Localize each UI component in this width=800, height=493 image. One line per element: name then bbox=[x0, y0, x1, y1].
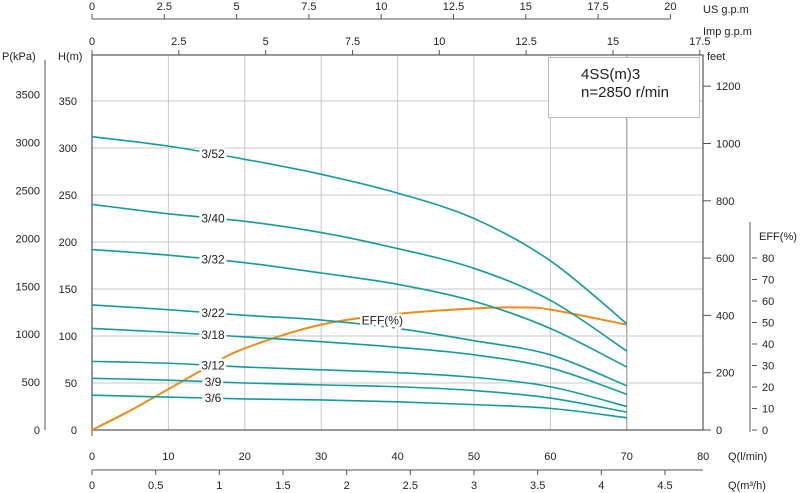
m3h-tick-label: 0 bbox=[89, 480, 95, 492]
m3h-tick-label: 0.5 bbox=[148, 480, 163, 492]
q-tick-label: 0 bbox=[89, 451, 95, 463]
m3h-tick-label: 2.5 bbox=[403, 480, 418, 492]
imp-gpm-tick-label: 0 bbox=[89, 36, 95, 48]
eff-tick-label: 20 bbox=[762, 382, 774, 394]
q-tick-label: 30 bbox=[315, 451, 327, 463]
curve-label-3-40: 3/40 bbox=[201, 211, 225, 225]
feet-axis-label: feet bbox=[707, 51, 725, 63]
h-tick-label: 200 bbox=[59, 237, 77, 249]
feet-tick-label: 1000 bbox=[716, 138, 740, 150]
head-curve-3-6 bbox=[91, 394, 627, 419]
p-tick-label: 0 bbox=[34, 425, 40, 437]
p-tick-label: 2000 bbox=[16, 233, 40, 245]
m3h-tick-label: 3 bbox=[471, 480, 477, 492]
eff-tick-label: 30 bbox=[762, 361, 774, 373]
feet-tick-label: 400 bbox=[716, 310, 734, 322]
q-tick-label: 20 bbox=[239, 451, 251, 463]
m3h-tick-label: 3.5 bbox=[530, 480, 545, 492]
head-curve-3-52 bbox=[91, 135, 628, 325]
m3h-tick-label: 1.5 bbox=[275, 480, 290, 492]
h-tick-label: 150 bbox=[59, 284, 77, 296]
head-curve-3-32 bbox=[91, 248, 628, 368]
head-curve-3-40 bbox=[91, 203, 628, 352]
h-axis-label: H(m) bbox=[58, 51, 82, 63]
feet-tick-label: 600 bbox=[716, 253, 734, 265]
model-title: 4SS(m)3 bbox=[581, 66, 641, 83]
us-gpm-tick-label: 12.5 bbox=[443, 1, 464, 13]
feet-tick-label: 1200 bbox=[716, 81, 740, 93]
p-tick-label: 1000 bbox=[16, 329, 40, 341]
head-curve-3-18 bbox=[91, 327, 628, 396]
us-gpm-tick-label: 5 bbox=[234, 1, 240, 13]
q-tick-label: 10 bbox=[162, 451, 174, 463]
curve-label-3-9: 3/9 bbox=[205, 375, 222, 389]
us-gpm-tick-label: 15 bbox=[520, 1, 532, 13]
eff-curve bbox=[91, 306, 627, 431]
curve-label-3-22: 3/22 bbox=[201, 306, 225, 320]
eff-tick-label: 70 bbox=[762, 275, 774, 287]
curve-label-3-6: 3/6 bbox=[205, 391, 222, 405]
h-tick-label: 0 bbox=[71, 425, 77, 437]
p-tick-label: 2500 bbox=[16, 185, 40, 197]
q-tick-label: 70 bbox=[621, 451, 633, 463]
q-axis-label: Q(l/min) bbox=[728, 451, 767, 463]
curve-label-3-18: 3/18 bbox=[201, 328, 225, 342]
imp-gpm-tick-label: 15 bbox=[607, 36, 619, 48]
us-gpm-tick-label: 7.5 bbox=[301, 1, 316, 13]
eff-axis-label: EFF(%) bbox=[759, 231, 797, 243]
q-tick-label: 60 bbox=[544, 451, 556, 463]
h-tick-label: 300 bbox=[59, 143, 77, 155]
h-tick-label: 50 bbox=[65, 378, 77, 390]
imp-gpm-tick-label: 12.5 bbox=[515, 36, 536, 48]
head-curve-3-9 bbox=[91, 377, 627, 413]
feet-tick-label: 800 bbox=[716, 196, 734, 208]
us-gpm-tick-label: 2.5 bbox=[157, 1, 172, 13]
p-tick-label: 1500 bbox=[16, 281, 40, 293]
curve-label-3-12: 3/12 bbox=[201, 359, 225, 373]
eff-tick-label: 60 bbox=[762, 296, 774, 308]
curve-label-3-32: 3/32 bbox=[201, 253, 225, 267]
q-tick-label: 50 bbox=[468, 451, 480, 463]
model-info-box: 4SS(m)3 n=2850 r/min bbox=[548, 57, 700, 118]
head-curve-3-12 bbox=[91, 360, 628, 408]
imp-gpm-axis-label: Imp g.p.m bbox=[703, 26, 752, 38]
eff-tick-label: 40 bbox=[762, 339, 774, 351]
eff-tick-label: 50 bbox=[762, 318, 774, 330]
us-gpm-tick-label: 20 bbox=[664, 1, 676, 13]
eff-tick-label: 0 bbox=[762, 425, 768, 437]
curve-label-3-52: 3/52 bbox=[201, 147, 225, 161]
imp-gpm-tick-label: 5 bbox=[263, 36, 269, 48]
q-tick-label: 80 bbox=[697, 451, 709, 463]
eff-tick-label: 80 bbox=[762, 253, 774, 265]
imp-gpm-tick-label: 7.5 bbox=[345, 36, 360, 48]
plot-frame bbox=[91, 54, 704, 431]
feet-tick-label: 0 bbox=[716, 425, 722, 437]
model-speed: n=2850 r/min bbox=[581, 84, 669, 101]
feet-tick-label: 200 bbox=[716, 368, 734, 380]
p-tick-label: 500 bbox=[22, 377, 40, 389]
eff-tick-label: 10 bbox=[762, 404, 774, 416]
m3h-tick-label: 2 bbox=[344, 480, 350, 492]
h-tick-label: 250 bbox=[59, 190, 77, 202]
h-tick-label: 100 bbox=[59, 331, 77, 343]
us-gpm-tick-label: 0 bbox=[89, 1, 95, 13]
p-tick-label: 3500 bbox=[16, 90, 40, 102]
us-gpm-tick-label: 17.5 bbox=[587, 1, 608, 13]
us-gpm-axis-label: US g.p.m bbox=[703, 4, 749, 16]
imp-gpm-tick-label: 10 bbox=[433, 36, 445, 48]
m3h-axis-label: Q(m³/h) bbox=[728, 480, 766, 492]
us-gpm-tick-label: 10 bbox=[375, 1, 387, 13]
p-axis-label: P(kPa) bbox=[2, 51, 36, 63]
imp-gpm-tick-label: 2.5 bbox=[171, 36, 186, 48]
p-tick-label: 3000 bbox=[16, 138, 40, 150]
m3h-tick-label: 1 bbox=[216, 480, 222, 492]
head-curve-3-22 bbox=[91, 304, 628, 387]
h-tick-label: 350 bbox=[59, 96, 77, 108]
m3h-tick-label: 4.5 bbox=[657, 480, 672, 492]
q-tick-label: 40 bbox=[391, 451, 403, 463]
imp-gpm-tick-label: 17.5 bbox=[689, 36, 710, 48]
m3h-tick-label: 4 bbox=[598, 480, 604, 492]
eff-curve-label: EFF(%) bbox=[362, 313, 403, 327]
